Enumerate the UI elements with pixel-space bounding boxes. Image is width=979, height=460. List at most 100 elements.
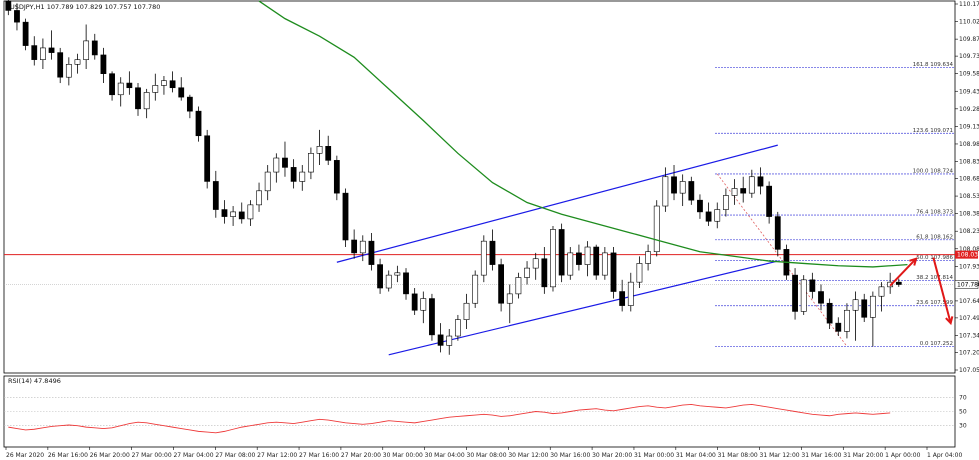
candle-body [437,334,444,346]
x-tick-label: 27 Mar 20:00 [341,452,381,459]
forecast-arrowhead [909,257,918,266]
forecast-arrow [932,257,952,324]
x-tick-label: 26 Mar 2020 [6,452,44,459]
candle-body [342,192,349,241]
candle-body [83,40,90,60]
candle-body [714,209,721,222]
y-tick-label: 107.050 [959,367,979,374]
candle-body [351,239,358,254]
candle-body [273,157,280,173]
fib-level-label: 23.6 107.599 [916,300,953,306]
y-tick-label: 109.430 [959,88,979,95]
axes-layer: 110.175 110.025 109.875 109.730 109.580 109.4… [5,1,979,459]
candle-body [325,146,332,161]
candle-body [878,286,885,297]
y-tick-label: 108.235 [959,228,979,235]
x-tick-label: 30 Mar 20:00 [592,452,632,459]
channel-lower-line [388,260,778,356]
candle-body [835,322,842,332]
current-price-label: 107.780 [957,282,979,289]
candle-body [723,195,729,210]
x-tick-label: 30 Mar 12:00 [508,452,548,459]
candle-body [117,82,124,96]
x-tick-label: 30 Mar 00:00 [383,452,423,459]
x-tick-label: 31 Mar 04:00 [676,452,716,459]
candle-body [169,80,176,89]
candle-body [31,45,38,60]
candle-body [429,298,435,336]
candle-body [143,92,150,110]
candle-body [740,188,747,194]
candle-body [57,52,64,78]
resistance-price-tag [955,250,978,259]
candle-body [152,85,159,93]
candle-body [645,251,651,264]
candle-body [282,157,288,168]
rsi-tick-label: 50 [959,409,967,416]
main-pane-frame [3,0,956,374]
candle-body [826,302,833,324]
candle-body [135,87,141,110]
symbol-header: USDJPY,H1 107.789 107.829 107.757 107.78… [10,3,160,11]
candle-body [299,171,306,182]
candle-body [800,279,807,312]
y-tick-label: 107.345 [959,332,979,339]
fib-level-label: 76.4 108.373 [916,210,953,216]
candle-body [506,293,513,304]
candle-body [610,252,617,292]
candle-body [567,252,574,276]
y-tick-label: 109.730 [959,53,979,60]
x-tick-label: 31 Mar 00:00 [634,452,674,459]
x-tick-label: 27 Mar 16:00 [299,452,339,459]
candle-body [247,204,254,220]
candle-body [14,10,20,23]
rsi-line [8,403,891,434]
candle-body [584,246,591,265]
candle-body [861,299,868,318]
channel-upper-line [336,144,778,263]
candle-body [627,281,634,306]
candle-body [818,291,824,304]
x-tick-label: 27 Mar 08:00 [215,452,255,459]
candle-body [5,0,12,11]
candle-body [126,82,133,89]
candle-body [463,302,470,320]
candle-body [446,335,453,346]
candle-body [377,264,383,289]
candle-body [316,146,323,154]
candle-body [792,274,798,312]
y-tick-label: 110.175 [959,1,979,8]
y-tick-label: 108.685 [959,176,979,183]
resistance-price-label: 108.035 [957,252,979,259]
fib-level-label: 61.8 108.162 [916,234,953,240]
candle-body [550,229,556,288]
candle-body [403,272,409,295]
candle-body [524,267,530,278]
candle-body [48,47,55,53]
y-tick-label: 108.085 [959,246,979,253]
trend-lines[interactable] [4,144,955,356]
x-tick-label: 1 Apr 04:00 [927,452,962,459]
x-tick-label: 31 Mar 08:00 [718,452,758,459]
x-tick-label: 31 Mar 12:00 [760,452,800,459]
candle-body [359,240,366,254]
y-tick-label: 108.535 [959,193,979,200]
candle-body [212,181,219,210]
candle-body [230,211,236,217]
candle-body [290,167,297,182]
candle-body [515,277,522,295]
candle-body [593,246,600,276]
candle-body [852,299,859,311]
candle-body [480,240,487,276]
candle-body [679,181,686,194]
candle-body [178,87,185,98]
candle-body [809,279,816,292]
x-tick-label: 27 Mar 00:00 [132,452,172,459]
candle-body [541,258,548,288]
candle-body [368,240,375,265]
rsi-tick-label: 70 [959,394,967,401]
fibonacci-retracement[interactable]: 161.8 109.634 123.6 109.071 100.0 108.724 7… [715,62,955,347]
candle-body [489,240,496,265]
candle-body [869,295,876,318]
